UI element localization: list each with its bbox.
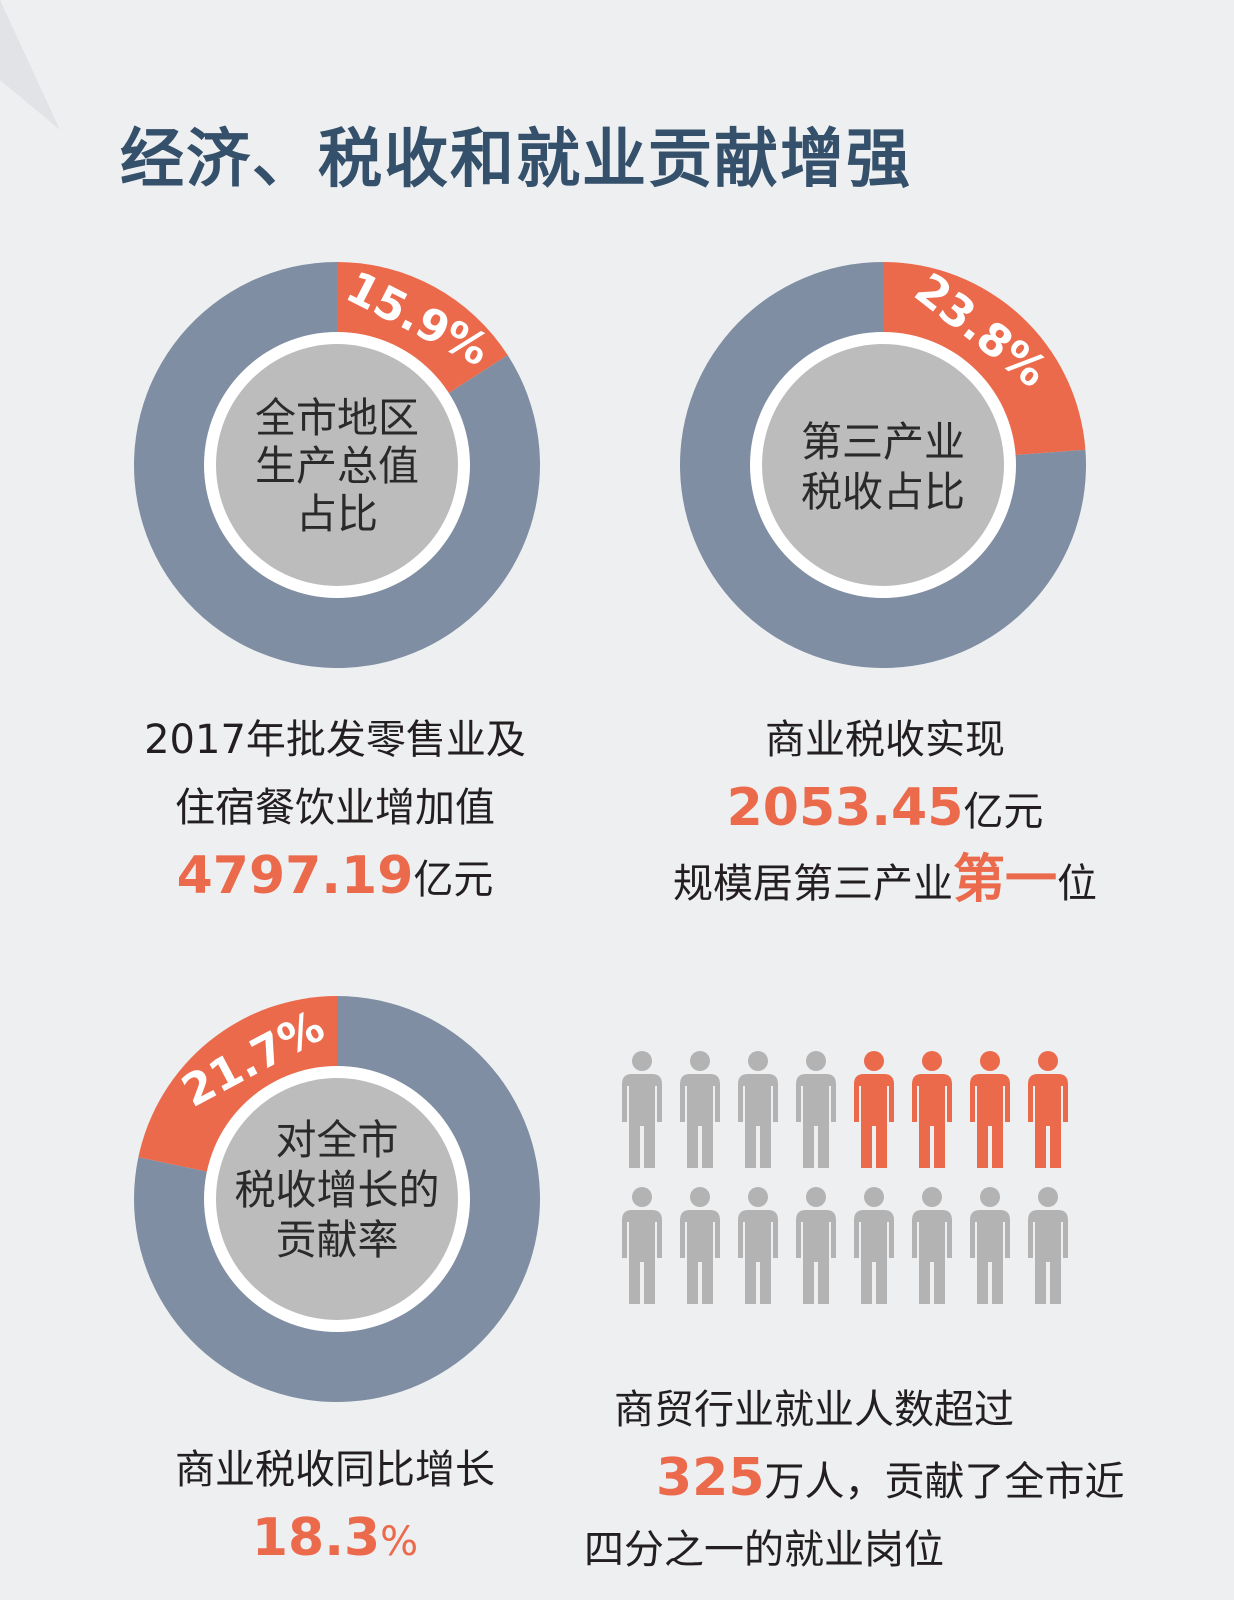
unit-text: % xyxy=(380,1519,419,1565)
center-label-line: 税收增长的 xyxy=(235,1166,440,1214)
caption-line: 四分之一的就业岗位 xyxy=(584,1527,944,1573)
highlight-value: 325 xyxy=(656,1448,765,1508)
person-icon xyxy=(854,1187,894,1304)
donut-center xyxy=(762,344,1004,586)
person-icon xyxy=(680,1051,720,1168)
highlight-value: 18.3 xyxy=(251,1508,381,1568)
caption-value-line: 4797.19亿元 xyxy=(110,842,560,914)
center-label-line: 占比 xyxy=(296,490,378,538)
center-label-line: 全市地区 xyxy=(255,394,419,442)
person-icon xyxy=(796,1051,836,1168)
person-icon xyxy=(796,1187,836,1304)
caption-line: 规模居第三产业第一位 xyxy=(640,846,1130,918)
unit-text: 亿元 xyxy=(413,857,494,903)
center-label-line: 生产总值 xyxy=(255,442,419,490)
caption-value-line: 2053.45亿元 xyxy=(640,774,1130,846)
caption-tax: 商业税收实现 2053.45亿元 规模居第三产业第一位 xyxy=(640,706,1130,918)
highlight-value: 4797.19 xyxy=(176,846,414,906)
center-label-line: 对全市 xyxy=(276,1116,399,1164)
donut-chart-gdp-share: 全市地区 生产总值 占比 15.9% xyxy=(134,262,540,668)
caption-employment: 商贸行业就业人数超过 325万人，贡献了全市近 四分之一的就业岗位 xyxy=(584,1376,1184,1584)
person-icon-highlight xyxy=(970,1051,1010,1168)
donut-center xyxy=(216,1078,458,1320)
caption-line: 商业税收实现 xyxy=(765,717,1005,763)
person-icon xyxy=(622,1187,662,1304)
donut-chart-tax-growth-contribution: 对全市 税收增长的 贡献率 21.7% xyxy=(134,996,540,1402)
center-label-line: 贡献率 xyxy=(276,1216,399,1264)
caption-growth: 商业税收同比增长 18.3% xyxy=(110,1436,560,1576)
person-icon xyxy=(912,1187,952,1304)
caption-text: 万人，贡献了全市近 xyxy=(764,1459,1125,1505)
person-icon xyxy=(970,1187,1010,1304)
donut-chart-tertiary-tax-share: 第三产业 税收占比 23.8% xyxy=(680,262,1086,668)
person-icon xyxy=(622,1051,662,1168)
caption-line: 住宿餐饮业增加值 xyxy=(175,785,495,831)
caption-line: 商业税收同比增长 xyxy=(175,1447,495,1493)
person-icon-highlight xyxy=(1028,1051,1068,1168)
caption-text: 规模居第三产业 xyxy=(672,861,953,907)
center-label-line: 第三产业 xyxy=(801,418,965,466)
caption-line: 2017年批发零售业及 xyxy=(144,717,526,763)
corner-decoration xyxy=(0,0,60,130)
highlight-rank: 第一 xyxy=(952,850,1057,910)
caption-value-line: 18.3% xyxy=(110,1504,560,1576)
people-pictogram xyxy=(622,1051,1068,1304)
person-icon-highlight xyxy=(854,1051,894,1168)
person-icon-highlight xyxy=(912,1051,952,1168)
caption-gdp: 2017年批发零售业及 住宿餐饮业增加值 4797.19亿元 xyxy=(110,706,560,914)
caption-text: 位 xyxy=(1057,861,1097,907)
caption-line: 商贸行业就业人数超过 xyxy=(614,1387,1014,1433)
person-icon xyxy=(1028,1187,1068,1304)
person-icon xyxy=(738,1187,778,1304)
person-icon xyxy=(738,1051,778,1168)
donut-center xyxy=(216,344,458,586)
person-icon xyxy=(680,1187,720,1304)
unit-text: 亿元 xyxy=(963,789,1044,835)
caption-value-line: 325万人，贡献了全市近 xyxy=(584,1444,1184,1516)
center-label-line: 税收占比 xyxy=(801,468,965,516)
page-title: 经济、税收和就业贡献增强 xyxy=(120,123,912,197)
highlight-value: 2053.45 xyxy=(726,778,964,838)
